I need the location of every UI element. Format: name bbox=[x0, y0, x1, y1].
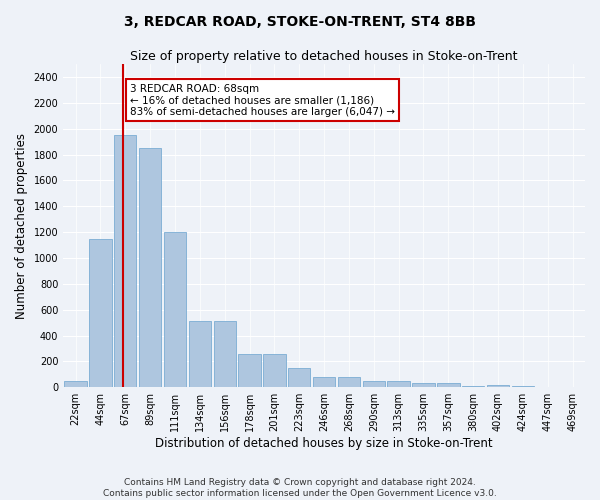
Text: 3, REDCAR ROAD, STOKE-ON-TRENT, ST4 8BB: 3, REDCAR ROAD, STOKE-ON-TRENT, ST4 8BB bbox=[124, 15, 476, 29]
Text: 3 REDCAR ROAD: 68sqm
← 16% of detached houses are smaller (1,186)
83% of semi-de: 3 REDCAR ROAD: 68sqm ← 16% of detached h… bbox=[130, 84, 395, 116]
Bar bbox=[164, 232, 186, 387]
Title: Size of property relative to detached houses in Stoke-on-Trent: Size of property relative to detached ho… bbox=[130, 50, 518, 63]
Bar bbox=[388, 382, 410, 387]
Bar bbox=[536, 386, 559, 387]
Bar bbox=[412, 382, 434, 387]
Bar bbox=[114, 135, 136, 387]
Bar bbox=[487, 386, 509, 387]
Bar bbox=[512, 386, 534, 387]
Y-axis label: Number of detached properties: Number of detached properties bbox=[15, 132, 28, 318]
Bar bbox=[288, 368, 310, 387]
Bar bbox=[338, 377, 360, 387]
Bar bbox=[139, 148, 161, 387]
Bar bbox=[214, 322, 236, 387]
Bar bbox=[263, 354, 286, 387]
Bar bbox=[313, 377, 335, 387]
Bar bbox=[89, 238, 112, 387]
Bar bbox=[64, 380, 87, 387]
Bar bbox=[562, 386, 584, 387]
Bar bbox=[362, 382, 385, 387]
Bar bbox=[437, 384, 460, 387]
Text: Contains HM Land Registry data © Crown copyright and database right 2024.
Contai: Contains HM Land Registry data © Crown c… bbox=[103, 478, 497, 498]
Bar bbox=[462, 386, 484, 387]
Bar bbox=[188, 322, 211, 387]
Bar bbox=[238, 354, 261, 387]
X-axis label: Distribution of detached houses by size in Stoke-on-Trent: Distribution of detached houses by size … bbox=[155, 437, 493, 450]
